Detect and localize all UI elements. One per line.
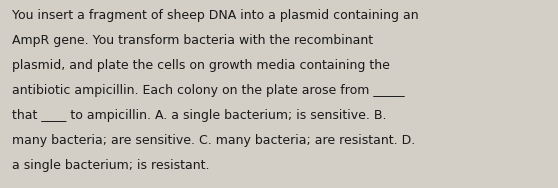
Text: AmpR gene. You transform bacteria with the recombinant: AmpR gene. You transform bacteria with t… [12,34,373,47]
Text: antibiotic ampicillin. Each colony on the plate arose from _____: antibiotic ampicillin. Each colony on th… [12,84,405,97]
Text: that ____ to ampicillin. A. a single bacterium; is sensitive. B.: that ____ to ampicillin. A. a single bac… [12,109,387,122]
Text: many bacteria; are sensitive. C. many bacteria; are resistant. D.: many bacteria; are sensitive. C. many ba… [12,134,416,147]
Text: a single bacterium; is resistant.: a single bacterium; is resistant. [12,159,210,172]
Text: plasmid, and plate the cells on growth media containing the: plasmid, and plate the cells on growth m… [12,59,390,72]
Text: You insert a fragment of sheep DNA into a plasmid containing an: You insert a fragment of sheep DNA into … [12,9,419,22]
